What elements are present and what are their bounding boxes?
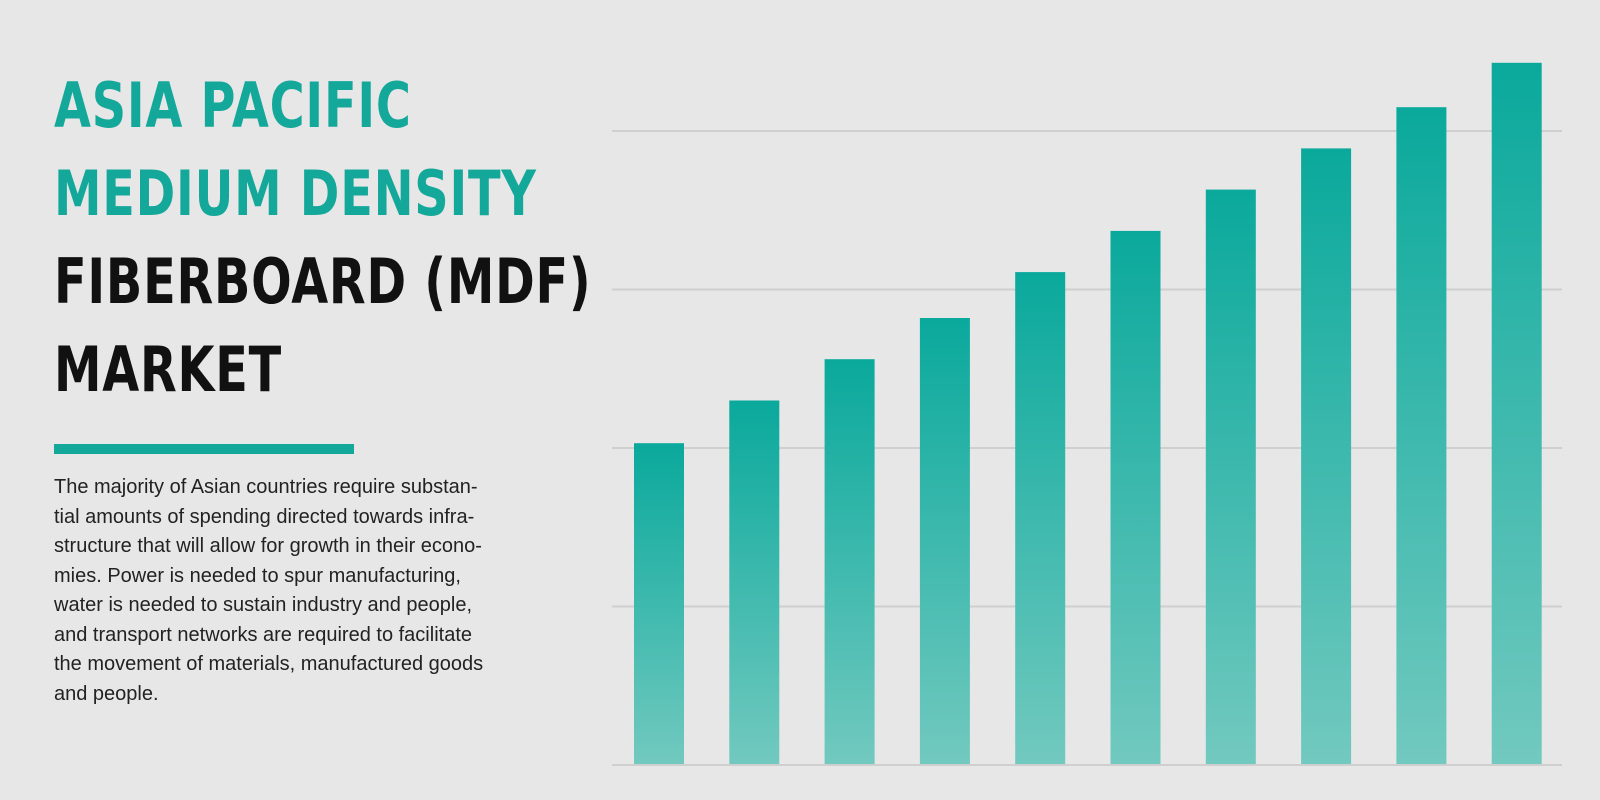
- title-line-1: ASIA PACIFIC: [54, 69, 412, 142]
- bar-3: [824, 359, 875, 765]
- description-text: The majority of Asian countries require …: [54, 476, 484, 705]
- bar-9: [1396, 107, 1447, 765]
- bar-1: [634, 443, 684, 765]
- title-accent-divider: [54, 444, 354, 454]
- chart-bars: [634, 62, 1542, 766]
- bar-4: [919, 318, 970, 765]
- title-line-3: FIBERBOARD (MDF): [54, 245, 592, 318]
- text-panel: ASIA PACIFIC MEDIUM DENSITY FIBERBOARD (…: [0, 0, 600, 800]
- title-line-2: MEDIUM DENSITY: [54, 157, 537, 230]
- page-title: ASIA PACIFIC MEDIUM DENSITY FIBERBOARD (…: [54, 62, 591, 414]
- bar-6: [1110, 230, 1161, 765]
- bar-8: [1301, 148, 1352, 765]
- bar-7: [1205, 189, 1256, 766]
- title-line-4: MARKET: [54, 333, 283, 406]
- bar-5: [1015, 272, 1066, 765]
- bar-2: [729, 400, 780, 765]
- bar-10: [1491, 62, 1542, 766]
